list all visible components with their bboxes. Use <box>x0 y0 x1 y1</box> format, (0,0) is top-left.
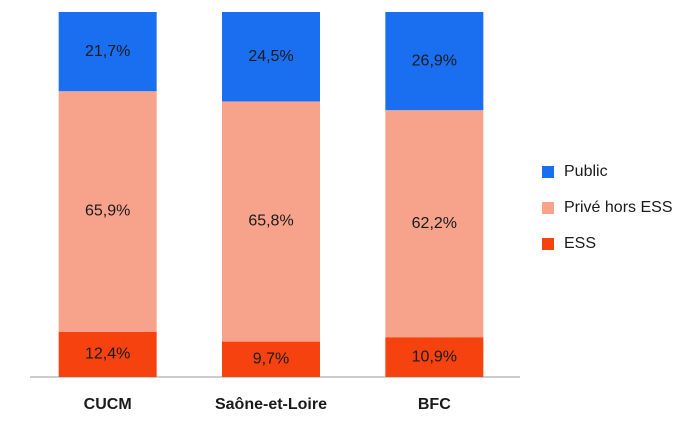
x-tick-label: CUCM <box>84 396 132 413</box>
legend-swatch <box>542 166 554 178</box>
value-label: 65,8% <box>248 213 293 230</box>
value-label: 9,7% <box>253 351 289 368</box>
value-label: 21,7% <box>85 43 130 60</box>
legend-swatch <box>542 238 554 250</box>
bar-segment <box>222 12 320 102</box>
value-label: 65,9% <box>85 203 130 220</box>
x-tick-label: Saône-et-Loire <box>215 396 327 413</box>
value-label: 12,4% <box>85 346 130 363</box>
value-label: 26,9% <box>412 52 457 69</box>
bar-segment <box>385 12 484 111</box>
bar-segment <box>222 101 320 342</box>
legend-swatch <box>542 202 554 214</box>
legend-label: ESS <box>564 235 596 252</box>
bar-segment <box>385 337 484 377</box>
value-label: 10,9% <box>412 348 457 365</box>
value-label: 62,2% <box>412 215 457 232</box>
legend-label: Privé hors ESS <box>564 199 672 216</box>
legend-label: Public <box>564 163 608 180</box>
bar-segment <box>58 331 157 377</box>
value-label: 24,5% <box>248 48 293 65</box>
bar-segment <box>58 91 157 332</box>
bar-segment <box>58 12 157 92</box>
bar-segment <box>222 341 320 377</box>
x-tick-label: BFC <box>418 396 451 413</box>
bar-segment <box>385 110 484 338</box>
